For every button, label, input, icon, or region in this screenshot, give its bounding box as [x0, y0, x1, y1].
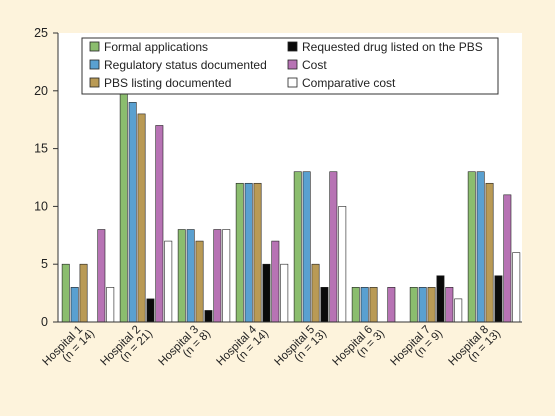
bar: [494, 275, 503, 323]
bar: [503, 194, 512, 323]
bar: [320, 287, 329, 323]
bar: [329, 171, 338, 323]
bar: [106, 287, 115, 323]
bar: [186, 229, 195, 323]
y-tick-label: 0: [41, 315, 48, 329]
y-axis-ticks: 0 5 10 15 20 25: [34, 26, 58, 329]
bar: [222, 229, 231, 323]
bar: [146, 298, 155, 323]
bar: [454, 298, 463, 323]
legend-entry-label: Formal applications: [104, 40, 208, 54]
bar: [97, 229, 106, 323]
bar: [387, 287, 396, 323]
legend: Formal applications Requested drug listed…: [81, 37, 499, 95]
bar: [338, 206, 347, 323]
bar: [128, 102, 137, 323]
bar: [476, 171, 485, 323]
legend-swatch: [89, 41, 100, 52]
bar: [177, 229, 186, 323]
bar: [164, 240, 173, 323]
y-tick-label: 10: [34, 199, 48, 213]
legend-entry-label: Cost: [302, 58, 327, 72]
bar: [213, 229, 222, 323]
bar: [235, 182, 244, 323]
bar: [119, 90, 128, 323]
bar: [293, 171, 302, 323]
bar: [195, 240, 204, 323]
bar: [262, 263, 271, 323]
legend-swatch: [287, 59, 298, 70]
bar: [280, 263, 289, 323]
y-tick-label: 20: [34, 84, 48, 98]
bar: [70, 287, 79, 323]
bar: [360, 287, 369, 323]
legend-entry-label: Requested drug listed on the PBS: [302, 40, 483, 54]
bar: [204, 310, 213, 323]
legend-entry-label: Regulatory status documented: [104, 58, 267, 72]
legend-swatch: [89, 59, 100, 70]
bar: [79, 263, 88, 323]
y-tick-label: 15: [34, 142, 48, 156]
bar: [369, 287, 378, 323]
legend-entry-label: Comparative cost: [302, 76, 396, 90]
bar: [351, 287, 360, 323]
bar: [512, 252, 521, 323]
bar: [137, 113, 146, 323]
bars-group: [61, 90, 521, 323]
bar: [253, 182, 262, 323]
y-tick-label: 25: [34, 26, 48, 40]
bar: [436, 275, 445, 323]
bar: [467, 171, 476, 323]
bar: [311, 263, 320, 323]
legend-swatch: [89, 77, 100, 88]
bar: [485, 182, 494, 323]
bar: [271, 240, 280, 323]
bar: [61, 263, 70, 323]
bar: [155, 125, 164, 323]
legend-entry-label: PBS listing documented: [104, 76, 231, 90]
bar: [418, 287, 427, 323]
bar: [409, 287, 418, 323]
bar: [445, 287, 454, 323]
legend-swatch: [287, 41, 298, 52]
bar: [302, 171, 311, 323]
bar: [427, 287, 436, 323]
bar: [244, 182, 253, 323]
legend-swatch: [287, 77, 298, 88]
y-tick-label: 5: [41, 257, 48, 271]
